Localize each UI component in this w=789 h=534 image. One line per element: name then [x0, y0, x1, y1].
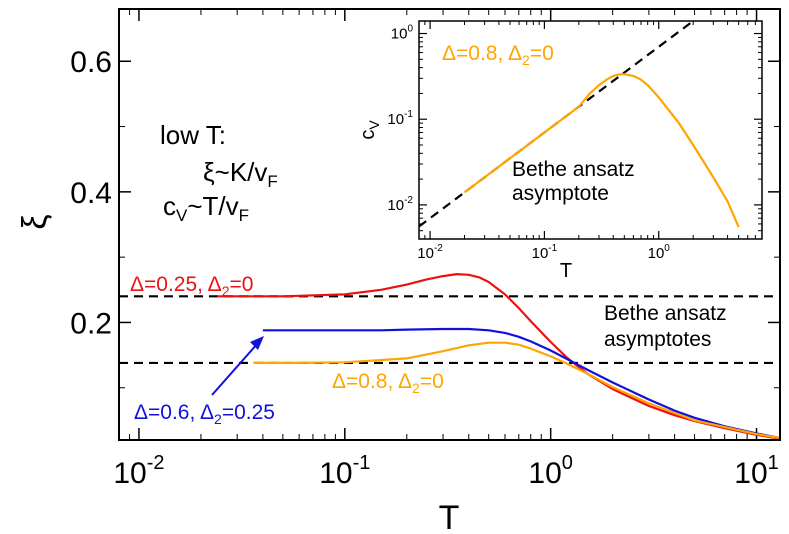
low-t-title: low T:	[160, 120, 226, 150]
inset-bethe-label-line1: Bethe ansatz	[512, 158, 635, 181]
bethe-asymptotes-label-line1: Bethe ansatz	[604, 302, 727, 325]
blue-annotation-arrow	[211, 342, 259, 396]
main-x-tick-label: 101	[734, 452, 779, 490]
main-chart: 10-2 10-1 100 101 0.2 0.4 0.6 T ξ low T: ξ~K/v…	[16, 8, 781, 534]
inset-x-axis-label: T	[560, 260, 572, 282]
main-series-red-line	[217, 273, 781, 440]
inset-y-tick-label: 10-2	[387, 195, 413, 214]
bethe-asymptotes-label-line2: asymptotes	[604, 328, 711, 351]
xi-relation: ξ~K/vF	[203, 157, 278, 191]
inset-series-label: Δ=0.8, Δ2=0	[442, 42, 554, 68]
inset-x-tick-label: 100	[648, 243, 671, 262]
inset-y-axis-label: cV	[357, 120, 382, 140]
main-y-axis-label: ξ	[16, 214, 54, 229]
cv-relation: cV~T/vF	[163, 191, 249, 225]
main-plot-frame	[118, 8, 781, 441]
blue-annotation-arrowhead	[250, 336, 264, 350]
main-y-tick-label: 0.4	[70, 177, 112, 210]
inset-y-tick-label: 10-1	[387, 109, 413, 128]
main-ticks: 10-2 10-1 100 101 0.2 0.4 0.6	[70, 9, 780, 490]
inset-series	[463, 73, 740, 228]
main-y-tick-label: 0.2	[70, 307, 112, 340]
main-series-orange-line	[253, 341, 781, 440]
inset-bethe-label-line2: asymptote	[512, 182, 609, 205]
inset-y-tick-label: 100	[391, 24, 414, 43]
main-x-tick-label: 10-1	[319, 452, 370, 490]
inset-plot-frame	[418, 20, 763, 240]
inset-background	[419, 21, 762, 239]
blue-series-label: Δ=0.6, Δ2=0.25	[134, 401, 275, 427]
main-x-tick-label: 100	[528, 452, 573, 490]
main-x-tick-label: 10-2	[113, 452, 164, 490]
red-series-label: Δ=0.25, Δ2=0	[130, 273, 253, 299]
inset-x-tick-label: 10-1	[532, 243, 558, 262]
main-series-blue-line	[262, 327, 781, 440]
main-series	[217, 273, 781, 440]
main-x-axis-label: T	[439, 499, 460, 534]
inset-x-tick-label: 10-2	[417, 243, 443, 262]
inset-series-orange-line	[463, 73, 740, 228]
main-y-tick-label: 0.6	[70, 46, 112, 79]
orange-series-label: Δ=0.8, Δ2=0	[332, 370, 444, 396]
